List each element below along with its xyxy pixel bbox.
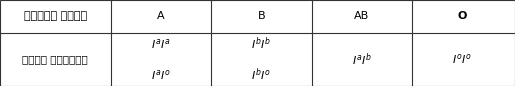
Text: B: B (258, 11, 265, 21)
Text: रुधिर वर्ग: रुधिर वर्ग (24, 11, 87, 21)
Text: $I^bI^o$: $I^bI^o$ (251, 66, 271, 83)
Text: $I^aI^a$: $I^aI^a$ (151, 37, 170, 51)
Text: $I^aI^o$: $I^aI^o$ (151, 68, 170, 82)
Text: $I^aI^b$: $I^aI^b$ (352, 51, 372, 68)
Text: जीनी संरचना: जीनी संरचना (23, 54, 88, 64)
Text: A: A (157, 11, 165, 21)
Text: O: O (457, 11, 467, 21)
Text: $I^bI^b$: $I^bI^b$ (251, 36, 271, 52)
Text: AB: AB (354, 11, 369, 21)
Text: $I^oI^o$: $I^oI^o$ (453, 52, 472, 66)
